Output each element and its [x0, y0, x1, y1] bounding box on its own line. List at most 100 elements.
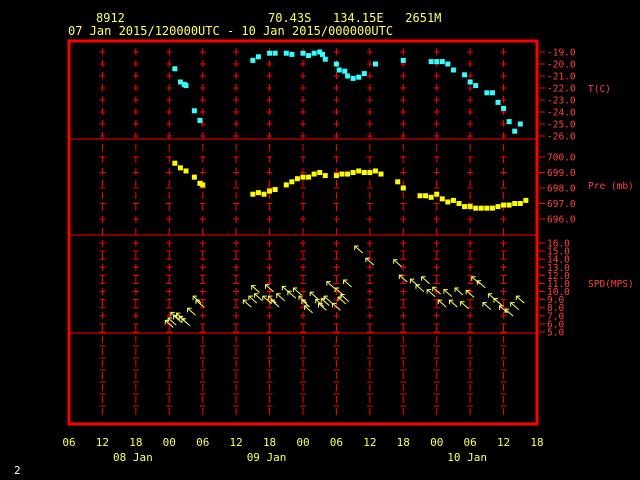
wind-arrow-head [393, 259, 398, 264]
wind-arrow [510, 302, 520, 310]
right-scale-label: 14.0 [547, 255, 570, 266]
pressure-point [439, 196, 445, 202]
pressure-point [484, 205, 490, 211]
wind-arrow [334, 287, 344, 296]
wind-arrow-head [192, 295, 198, 301]
wind-arrow [398, 274, 408, 283]
pressure-point [495, 204, 501, 210]
wind-arrow-head [504, 308, 510, 314]
wind-arrow-shaft [337, 296, 347, 305]
wind-arrow-head [304, 305, 309, 310]
wind-arrow-head [343, 279, 348, 284]
x-hour-label: 00 [430, 436, 443, 449]
wind-arrow-shaft [510, 302, 520, 310]
temperature-point [450, 67, 456, 73]
right-scale-label: 698.0 [547, 184, 576, 195]
wind-arrow-shaft [164, 320, 174, 328]
pressure-point [428, 194, 434, 200]
pressure-point [191, 174, 197, 180]
wind-arrow-head [471, 276, 476, 281]
pressure-point [267, 188, 273, 194]
wind-arrow-shaft [304, 305, 313, 314]
temperature-point [506, 119, 512, 125]
wind-arrow-head [287, 290, 292, 296]
wind-arrow [465, 289, 475, 298]
wind-arrow-shaft [393, 259, 403, 268]
wind-arrow-shaft [318, 303, 327, 311]
wind-arrow-shaft [262, 295, 272, 304]
pressure-point [306, 174, 312, 180]
wind-arrow-shaft [287, 290, 297, 299]
pressure-point [450, 197, 456, 203]
x-hour-label: 06 [196, 436, 209, 449]
temperature-point [356, 74, 362, 80]
temperature-point [434, 59, 440, 65]
wind-arrow-shaft [167, 317, 177, 326]
wind-arrow-head [448, 299, 454, 305]
pressure-point [197, 180, 203, 186]
wind-arrow [167, 317, 177, 326]
wind-arrow-head [454, 287, 459, 293]
pressure-point [311, 171, 317, 177]
right-scale-label: 8.0 [547, 303, 564, 314]
pressure-point [378, 171, 384, 177]
pressure-point [255, 190, 261, 196]
wind-arrow-shaft [432, 286, 442, 295]
pressure-point [350, 170, 356, 175]
wind-arrow-shaft [504, 308, 514, 317]
wind-arrow-shaft [251, 285, 260, 293]
wind-arrow-shaft [320, 298, 330, 306]
panel-label-wind: SPD(MPS) [588, 279, 634, 290]
right-scale-label: 12.0 [547, 271, 570, 282]
right-scale-label: 699.0 [547, 168, 576, 179]
wind-arrow-head [248, 295, 253, 301]
wind-arrow-shaft [343, 279, 352, 288]
pressure-point [272, 187, 278, 193]
wind-arrow-head [365, 257, 370, 263]
wind-arrow-shaft [270, 299, 280, 308]
pressure-point [317, 170, 323, 175]
right-scale-label: 696.0 [547, 215, 576, 226]
wind-arrow-shaft [187, 307, 196, 316]
temperature-point [333, 61, 339, 67]
wind-arrow [309, 291, 319, 300]
wind-arrow-shaft [476, 280, 486, 289]
temperature-point [172, 66, 178, 72]
right-scale-label: 6.0 [547, 319, 564, 330]
temperature-point [342, 68, 348, 74]
pressure-point [523, 197, 529, 203]
x-hour-label: 18 [129, 436, 142, 449]
x-hour-label: 06 [62, 436, 75, 449]
pressure-point [283, 182, 289, 188]
wind-arrow [365, 257, 375, 266]
x-hour-label: 18 [397, 436, 410, 449]
wind-arrow-head [326, 281, 331, 286]
pressure-point [250, 191, 256, 197]
wind-arrow-head [398, 274, 404, 280]
wind-arrow-shaft [493, 298, 503, 306]
temperature-point [336, 67, 342, 73]
temperature-point [177, 79, 183, 85]
wind-arrow-head [476, 280, 482, 285]
wind-arrow-head [267, 295, 273, 301]
temperature-point [289, 51, 295, 57]
panel-label-temperature: T(C) [588, 84, 611, 95]
pressure-point [339, 171, 345, 177]
right-scale-label: 7.0 [547, 311, 564, 322]
pressure-point [294, 176, 300, 182]
wind-arrow [343, 279, 352, 288]
temperature-point [439, 59, 445, 65]
wind-arrow-head [493, 298, 498, 303]
wind-arrow-shaft [340, 294, 350, 302]
wind-arrow-head [487, 293, 493, 298]
wind-arrow-shaft [192, 295, 202, 304]
right-scale-label: -24.0 [547, 108, 576, 119]
wind-arrow-shaft [326, 281, 336, 289]
x-hour-label: 18 [263, 436, 276, 449]
wind-arrow-shaft [354, 245, 364, 254]
pressure-point [177, 165, 183, 171]
wind-arrow-head [482, 302, 487, 307]
x-hour-label: 12 [230, 436, 243, 449]
wind-arrow [421, 276, 430, 285]
